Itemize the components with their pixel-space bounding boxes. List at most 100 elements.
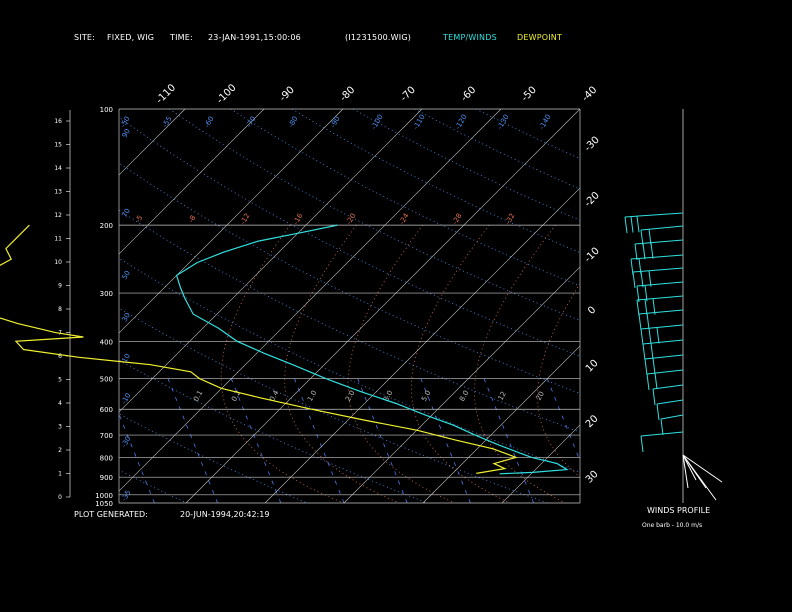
wind-barb-flag xyxy=(656,327,660,344)
moist-adiabat xyxy=(537,282,580,478)
isotherm-label-top: -50 xyxy=(520,85,539,104)
wind-barb-shaft xyxy=(646,369,684,375)
wind-barb-shaft xyxy=(638,309,684,315)
dry-adiabat xyxy=(119,307,548,503)
mixing-label: 0.1 xyxy=(192,389,204,403)
moist-adiabat xyxy=(725,225,792,503)
wind-barb-shaft xyxy=(660,414,684,420)
moist-adiabat xyxy=(220,224,345,503)
adiabat-label: -110 xyxy=(412,113,427,131)
moist-label: -5 xyxy=(134,214,144,224)
time-label: TIME: xyxy=(170,33,193,42)
wind-barb-shaft xyxy=(656,399,684,405)
theta-label: -35 xyxy=(120,489,133,503)
mixing-ratio-line xyxy=(230,378,282,503)
height-tick-label: 11 xyxy=(54,236,62,243)
moist-label: -12 xyxy=(239,212,252,226)
pressure-tick-label: 1050 xyxy=(95,500,113,508)
adiabat-label: -55 xyxy=(161,115,174,129)
wind-barb-lowlevel xyxy=(682,454,697,481)
wind-barb-lowlevel xyxy=(682,454,717,501)
wind-barb-shaft xyxy=(644,354,684,360)
height-tick-label: 10 xyxy=(54,259,62,266)
moist-adiabat xyxy=(284,224,400,503)
wind-barb-flag xyxy=(652,388,656,406)
temperature-profile xyxy=(175,224,569,475)
mixing-ratio-line xyxy=(42,379,91,503)
adiabat-label: -100 xyxy=(370,113,385,131)
isotherm-line xyxy=(119,109,265,255)
wind-barb-flag xyxy=(638,313,642,331)
theta-label: 30 xyxy=(121,312,132,324)
isotherm-line xyxy=(119,109,502,492)
dry-adiabat xyxy=(119,162,580,394)
wind-barb-flag xyxy=(652,298,656,315)
plot-generated-label: PLOT GENERATED: xyxy=(74,510,148,519)
adiabat-label: -90 xyxy=(329,115,342,129)
height-tick-label: 9 xyxy=(58,283,62,290)
site-label: SITE: xyxy=(74,33,96,42)
wind-barb-flag xyxy=(640,435,644,453)
moist-label: -16 xyxy=(292,212,305,226)
height-tick-label: 6 xyxy=(58,353,62,360)
wind-barb-shaft xyxy=(636,281,684,287)
isotherm-label-top: -80 xyxy=(338,85,357,104)
height-tick-label: 5 xyxy=(58,377,62,384)
height-tick-label: 1 xyxy=(58,471,62,478)
moist-label: -28 xyxy=(451,212,464,226)
isotherm-line xyxy=(501,424,580,503)
isotherm-line xyxy=(343,266,580,503)
adiabat-label: -140 xyxy=(538,113,553,131)
wind-barb-shaft xyxy=(636,295,684,301)
isotherm-line xyxy=(119,109,186,176)
isotherm-label-top: -90 xyxy=(278,85,297,104)
adiabat-label: -120 xyxy=(454,113,469,131)
dry-adiabat xyxy=(353,109,580,221)
mixing-ratio-line xyxy=(167,378,218,503)
pressure-tick-label: 700 xyxy=(100,432,113,440)
moist-label: -8 xyxy=(187,214,197,224)
mixing-ratio-line xyxy=(357,378,408,503)
height-tick-label: 16 xyxy=(54,118,62,125)
wind-barb-shaft xyxy=(624,212,684,218)
mixing-ratio-line xyxy=(674,379,724,503)
isotherm-label-right: -10 xyxy=(583,246,602,265)
wind-barb-flag xyxy=(640,328,644,346)
pressure-tick-label: 500 xyxy=(100,376,113,384)
isotherm-label-right: 20 xyxy=(584,413,601,430)
wind-barb-flag xyxy=(632,271,636,289)
moist-adiabat xyxy=(411,224,511,503)
wind-barb-flag xyxy=(648,270,652,287)
pressure-tick-label: 900 xyxy=(100,474,113,482)
legend-temp: TEMP/WINDS xyxy=(443,33,497,42)
wind-barb-flag xyxy=(624,216,628,234)
site-value: FIXED, WIG xyxy=(107,33,155,42)
isotherm-label-top: -70 xyxy=(399,85,418,104)
wind-barb-lowlevel xyxy=(682,454,723,483)
file-name: (I1231500.WIG) xyxy=(345,33,412,42)
mixing-ratio-line xyxy=(546,378,580,462)
height-tick-label: 0 xyxy=(58,494,62,501)
isotherm-line xyxy=(581,109,792,503)
wind-barb-flag xyxy=(636,299,640,317)
isotherm-line xyxy=(0,109,27,503)
dry-adiabat xyxy=(119,469,187,503)
height-tick-label: 15 xyxy=(54,142,62,149)
isotherm-label-right: 0 xyxy=(586,305,598,317)
dry-adiabat xyxy=(230,109,580,287)
wind-barb-flag xyxy=(636,216,640,233)
wind-barb-flag xyxy=(646,373,650,391)
wind-barb-shaft xyxy=(640,431,684,437)
wind-barb-flag xyxy=(642,343,646,361)
theta-label: 70 xyxy=(121,207,132,219)
isotherm-label-top: -110 xyxy=(154,82,178,106)
wind-barb-flag xyxy=(652,358,656,375)
dry-adiabat xyxy=(119,209,580,433)
mixing-ratio-line xyxy=(483,378,534,503)
wind-barb-shaft xyxy=(640,324,684,330)
wind-barb-flag xyxy=(650,343,654,360)
isotherm-label-right: 30 xyxy=(584,469,601,486)
theta-label: -10 xyxy=(120,392,133,406)
plot-generated-value: 20-JUN-1994,20:42:19 xyxy=(180,510,270,519)
isotherm-label-top: -100 xyxy=(215,82,239,106)
